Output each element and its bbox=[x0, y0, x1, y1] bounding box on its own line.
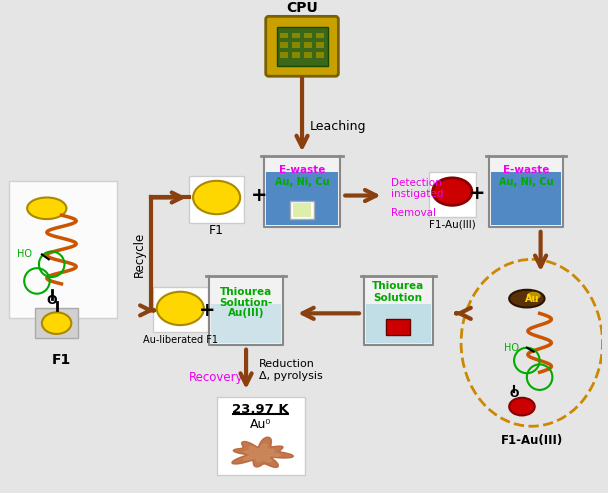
Bar bbox=[280, 42, 288, 48]
Text: Detection
instigated: Detection instigated bbox=[392, 178, 444, 200]
Text: +: + bbox=[250, 186, 267, 205]
Bar bbox=[277, 27, 328, 66]
Bar bbox=[316, 52, 323, 58]
Text: F1-Au(III): F1-Au(III) bbox=[429, 219, 475, 229]
Text: Thiourea
Solution: Thiourea Solution bbox=[372, 281, 424, 303]
Bar bbox=[292, 42, 300, 48]
Bar bbox=[35, 309, 78, 338]
Text: O: O bbox=[510, 389, 519, 399]
Text: Au⁰: Au⁰ bbox=[250, 418, 271, 431]
Bar bbox=[216, 397, 305, 475]
Text: Au, Ni, Cu: Au, Ni, Cu bbox=[499, 177, 553, 187]
Text: E-waste: E-waste bbox=[279, 165, 325, 175]
Ellipse shape bbox=[157, 292, 204, 325]
Text: Removal: Removal bbox=[392, 208, 437, 218]
Text: Au-liberated F1: Au-liberated F1 bbox=[143, 335, 218, 345]
Text: Recycle: Recycle bbox=[133, 232, 145, 277]
Polygon shape bbox=[232, 437, 294, 467]
Text: 23.97 K: 23.97 K bbox=[232, 403, 289, 416]
Text: F1: F1 bbox=[52, 352, 71, 367]
Text: HO: HO bbox=[17, 249, 32, 259]
Bar bbox=[387, 319, 410, 335]
Text: E-waste: E-waste bbox=[503, 165, 549, 175]
Text: O: O bbox=[46, 294, 57, 307]
Bar bbox=[290, 202, 314, 219]
Ellipse shape bbox=[433, 178, 472, 206]
Text: Reduction
Δ, pyrolysis: Reduction Δ, pyrolysis bbox=[259, 359, 323, 381]
Bar bbox=[292, 52, 300, 58]
Text: +: + bbox=[199, 301, 215, 320]
Bar bbox=[280, 33, 288, 38]
Polygon shape bbox=[209, 276, 283, 345]
Text: Solution-: Solution- bbox=[219, 298, 273, 308]
Text: F1-Au(III): F1-Au(III) bbox=[500, 434, 563, 447]
Polygon shape bbox=[364, 276, 433, 345]
Text: Au(III): Au(III) bbox=[228, 308, 264, 318]
Polygon shape bbox=[366, 304, 430, 343]
Bar bbox=[292, 33, 300, 38]
Bar bbox=[304, 42, 312, 48]
Polygon shape bbox=[489, 156, 562, 227]
Bar bbox=[304, 52, 312, 58]
Text: +: + bbox=[469, 184, 485, 203]
Bar bbox=[153, 287, 208, 332]
Text: Thiourea: Thiourea bbox=[220, 287, 272, 297]
Bar bbox=[316, 33, 323, 38]
Polygon shape bbox=[266, 172, 339, 225]
Bar bbox=[280, 52, 288, 58]
Text: CPU: CPU bbox=[286, 1, 318, 15]
Text: Leaching: Leaching bbox=[310, 120, 367, 133]
FancyBboxPatch shape bbox=[266, 16, 339, 76]
Text: Au, Ni, Cu: Au, Ni, Cu bbox=[275, 177, 330, 187]
Bar bbox=[316, 42, 323, 48]
Bar bbox=[429, 172, 476, 217]
Ellipse shape bbox=[27, 198, 66, 219]
Polygon shape bbox=[491, 172, 561, 225]
Bar bbox=[10, 181, 117, 318]
Text: HO: HO bbox=[504, 343, 519, 352]
Ellipse shape bbox=[509, 398, 534, 416]
Ellipse shape bbox=[193, 181, 240, 214]
Bar bbox=[189, 176, 244, 223]
Polygon shape bbox=[243, 444, 280, 462]
Text: F1: F1 bbox=[209, 224, 224, 237]
Bar bbox=[304, 33, 312, 38]
Bar bbox=[293, 204, 311, 217]
Ellipse shape bbox=[42, 313, 71, 334]
Ellipse shape bbox=[527, 292, 541, 300]
Ellipse shape bbox=[509, 290, 545, 308]
Polygon shape bbox=[211, 304, 281, 343]
Text: Au: Au bbox=[525, 294, 539, 304]
Polygon shape bbox=[264, 156, 340, 227]
Text: Recovery: Recovery bbox=[189, 371, 244, 384]
